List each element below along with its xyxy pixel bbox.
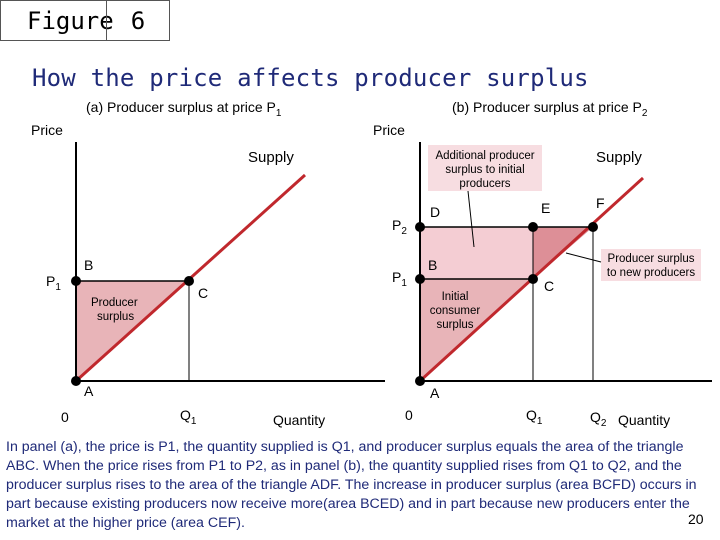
figure-number: 6 bbox=[106, 0, 170, 41]
panel-a-p1-label: P1 bbox=[46, 273, 61, 293]
panel-b-initial-label-3: surplus bbox=[436, 319, 473, 331]
panel-b-initial-label-1: Initial bbox=[442, 291, 469, 303]
panel-b: (b) Producer surplus at price P2 Price S… bbox=[373, 99, 712, 429]
panel-b-q2-label: Q2 bbox=[590, 409, 607, 429]
panel-b-point-f bbox=[588, 222, 598, 232]
panel-a: (a) Producer surplus at price P1 Price S… bbox=[31, 99, 385, 428]
panel-b-b-label: B bbox=[428, 257, 437, 273]
footer-explanation: In panel (a), the price is P1, the quant… bbox=[6, 439, 697, 531]
panel-a-point-c bbox=[184, 276, 194, 286]
panel-b-initial-label-2: consumer bbox=[430, 305, 481, 317]
panel-b-additional-label-3: producers bbox=[459, 178, 510, 190]
panel-a-x-axis-label: Quantity bbox=[273, 412, 325, 428]
panel-b-point-e bbox=[528, 222, 538, 232]
panel-b-p1-label: P1 bbox=[392, 269, 407, 289]
panel-b-e-label: E bbox=[541, 200, 550, 216]
slide-title: How the price affects producer surplus bbox=[32, 64, 589, 92]
panel-b-p2-label: P2 bbox=[392, 217, 407, 237]
panel-a-caption: (a) Producer surplus at price P1 bbox=[86, 99, 282, 119]
panel-b-y-axis-label: Price bbox=[373, 122, 405, 138]
panel-b-additional-surplus-area bbox=[420, 227, 533, 279]
figure-label: Figure bbox=[0, 0, 114, 41]
panel-a-area-label-2: surplus bbox=[97, 311, 134, 323]
panel-b-additional-label-bg bbox=[428, 145, 542, 191]
panel-b-new-label-bg bbox=[601, 249, 701, 281]
panel-b-d-label: D bbox=[430, 204, 440, 220]
panel-b-point-c bbox=[528, 274, 538, 284]
panel-b-q1-label: Q1 bbox=[526, 407, 543, 427]
panel-b-a-label: A bbox=[430, 385, 440, 401]
panel-a-b-label: B bbox=[84, 257, 93, 273]
panel-a-supply-label: Supply bbox=[248, 149, 294, 166]
panel-b-c-label: C bbox=[544, 278, 554, 294]
panel-a-point-b bbox=[71, 276, 81, 286]
panel-a-point-a bbox=[71, 376, 81, 386]
panel-b-supply-label: Supply bbox=[596, 149, 642, 166]
panel-b-point-a bbox=[415, 376, 425, 386]
panel-b-x-axis-label: Quantity bbox=[618, 412, 670, 428]
panel-a-origin: 0 bbox=[61, 409, 69, 425]
panel-a-area-label-1: Producer bbox=[91, 297, 138, 309]
panel-a-y-axis-label: Price bbox=[31, 122, 63, 138]
panel-a-q1-label: Q1 bbox=[180, 407, 197, 427]
panel-b-origin: 0 bbox=[405, 407, 413, 423]
panel-a-a-label: A bbox=[84, 383, 94, 399]
panel-b-caption: (b) Producer surplus at price P2 bbox=[452, 99, 648, 119]
panel-b-additional-label-2: surplus to initial bbox=[445, 164, 524, 176]
panel-b-additional-label-1: Additional producer bbox=[435, 150, 534, 162]
panel-b-point-d bbox=[415, 222, 425, 232]
panel-a-c-label: C bbox=[198, 285, 208, 301]
panel-b-new-label-2: to new producers bbox=[607, 267, 695, 279]
panel-b-additional-pointer bbox=[467, 190, 475, 248]
panel-b-point-b bbox=[415, 274, 425, 284]
page-number: 20 bbox=[688, 511, 704, 527]
panel-b-new-pointer bbox=[565, 252, 602, 263]
panel-b-f-label: F bbox=[596, 195, 605, 211]
panel-b-new-label-1: Producer surplus bbox=[608, 253, 695, 265]
